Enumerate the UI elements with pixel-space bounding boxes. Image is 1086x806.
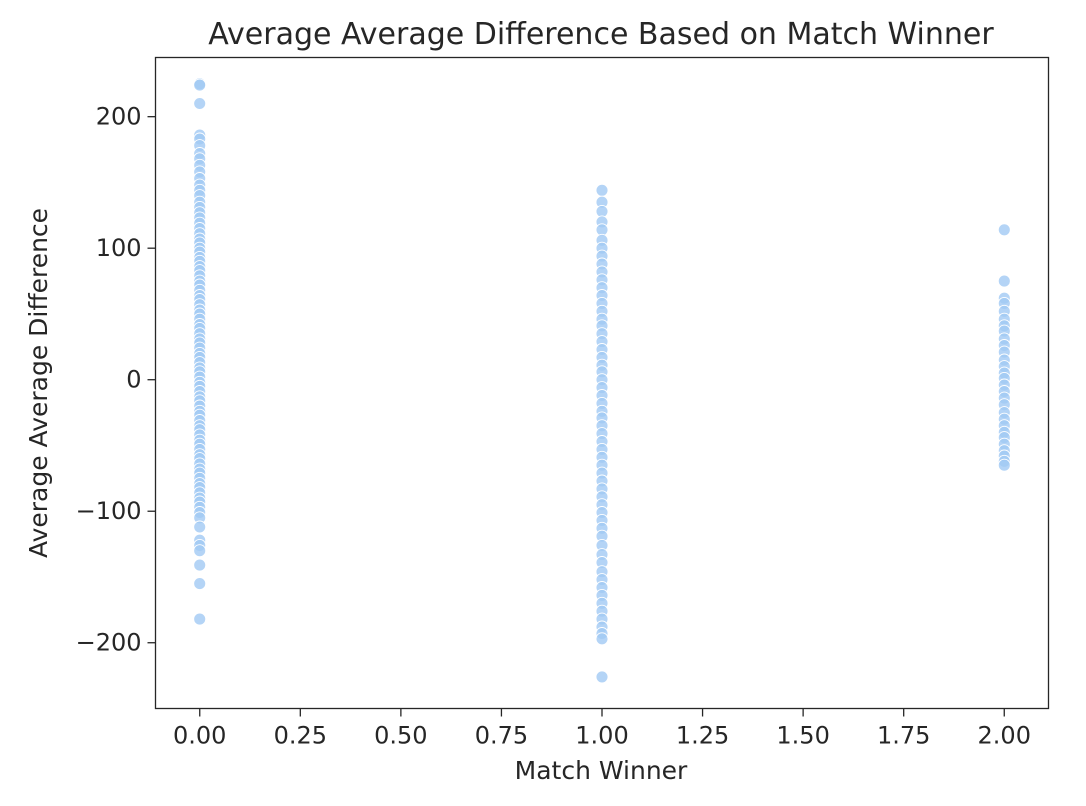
data-point (193, 520, 207, 534)
data-point (997, 274, 1011, 288)
data-point (193, 558, 207, 572)
y-axis-ticks: −200 −100 0 100 200 (76, 103, 156, 657)
y-axis-label: Average Average Difference (24, 208, 53, 558)
x-tick-label: 0.75 (475, 722, 528, 750)
x-tick-label: 0.00 (173, 722, 226, 750)
x-tick-label: 1.75 (877, 722, 930, 750)
y-tick-label: 200 (96, 103, 142, 131)
x-tick-label: 1.00 (575, 722, 628, 750)
x-axis-ticks: 0.00 0.25 0.50 0.75 1.00 1.25 1.50 1.75 2.00 (173, 708, 1031, 750)
data-point (997, 223, 1011, 237)
y-tick-label: −200 (76, 629, 142, 657)
y-tick-label: 100 (96, 234, 142, 262)
y-tick-label: −100 (76, 497, 142, 525)
data-point (193, 97, 207, 110)
data-point (595, 632, 609, 646)
data-points (193, 77, 1011, 684)
x-tick-label: 2.00 (978, 722, 1031, 750)
x-tick-label: 1.50 (776, 722, 829, 750)
chart-title: Average Average Difference Based on Matc… (208, 17, 994, 52)
data-point (193, 612, 207, 626)
data-point (997, 458, 1011, 472)
data-point (595, 670, 609, 684)
x-axis-label: Match Winner (515, 756, 688, 785)
y-tick-label: 0 (126, 366, 141, 394)
data-point (193, 544, 207, 558)
data-point (193, 78, 207, 92)
x-tick-label: 0.25 (274, 722, 327, 750)
x-tick-label: 0.50 (374, 722, 427, 750)
x-tick-label: 1.25 (676, 722, 729, 750)
data-point (193, 577, 207, 591)
data-point (595, 183, 609, 197)
